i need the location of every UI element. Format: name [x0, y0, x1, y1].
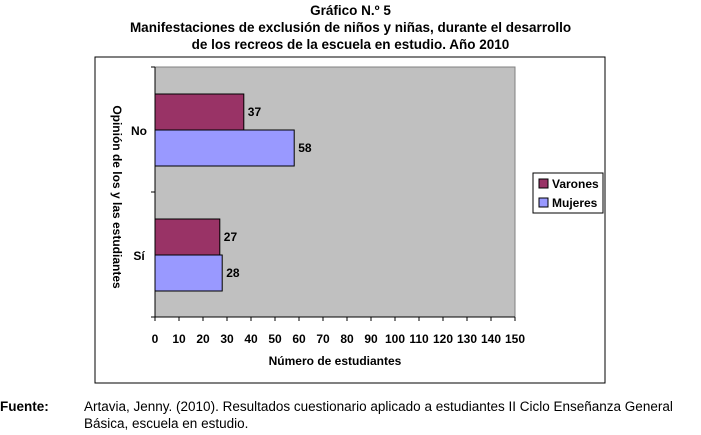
- x-tick-label-110: 110: [409, 332, 429, 346]
- x-tick-label-120: 120: [433, 332, 453, 346]
- bar-mujeres-1: [154, 254, 223, 292]
- legend-swatch-mujeres: [538, 197, 549, 208]
- x-tick-label-80: 80: [340, 332, 354, 346]
- x-tick-label-150: 150: [505, 332, 525, 346]
- category-label-1: Sí: [133, 249, 145, 263]
- x-tick-label-50: 50: [268, 332, 282, 346]
- chart-title-line-1: Gráfico N.º 5: [310, 3, 391, 18]
- data-label-varones-0: 37: [248, 105, 262, 119]
- x-tick-label-60: 60: [292, 332, 306, 346]
- y-axis-title: Opinión de los y las estudiantes: [110, 105, 124, 289]
- bar-mujeres-0: [154, 129, 295, 167]
- bar-varones-0: [154, 93, 245, 131]
- x-tick-label-130: 130: [457, 332, 477, 346]
- x-tick-label-0: 0: [152, 332, 159, 346]
- legend-label-varones: Varones: [552, 177, 599, 191]
- source-label: Fuente:: [0, 399, 49, 414]
- x-tick-label-10: 10: [172, 332, 186, 346]
- chart-title-line-2: Manifestaciones de exclusión de niños y …: [129, 20, 572, 35]
- x-tick-label-140: 140: [481, 332, 501, 346]
- legend-swatch-varones: [538, 178, 549, 189]
- x-tick-label-70: 70: [316, 332, 330, 346]
- legend-label-mujeres: Mujeres: [552, 196, 598, 210]
- source-text: Artavia, Jenny. (2010). Resultados cuest…: [84, 399, 673, 431]
- data-label-varones-1: 27: [224, 230, 238, 244]
- bar-varones-1: [154, 218, 221, 256]
- x-tick-label-20: 20: [196, 332, 210, 346]
- x-tick-label-100: 100: [385, 332, 405, 346]
- x-tick-label-90: 90: [364, 332, 378, 346]
- legend: Varones Mujeres: [532, 172, 604, 214]
- chart-title-line-3: de los recreos de la escuela en estudio.…: [191, 37, 510, 52]
- x-tick-label-30: 30: [220, 332, 234, 346]
- category-label-0: No: [131, 124, 147, 138]
- x-tick-label-40: 40: [244, 332, 258, 346]
- data-label-mujeres-1: 28: [226, 266, 240, 280]
- data-label-mujeres-0: 58: [298, 141, 312, 155]
- x-axis-title: Número de estudiantes: [269, 354, 402, 368]
